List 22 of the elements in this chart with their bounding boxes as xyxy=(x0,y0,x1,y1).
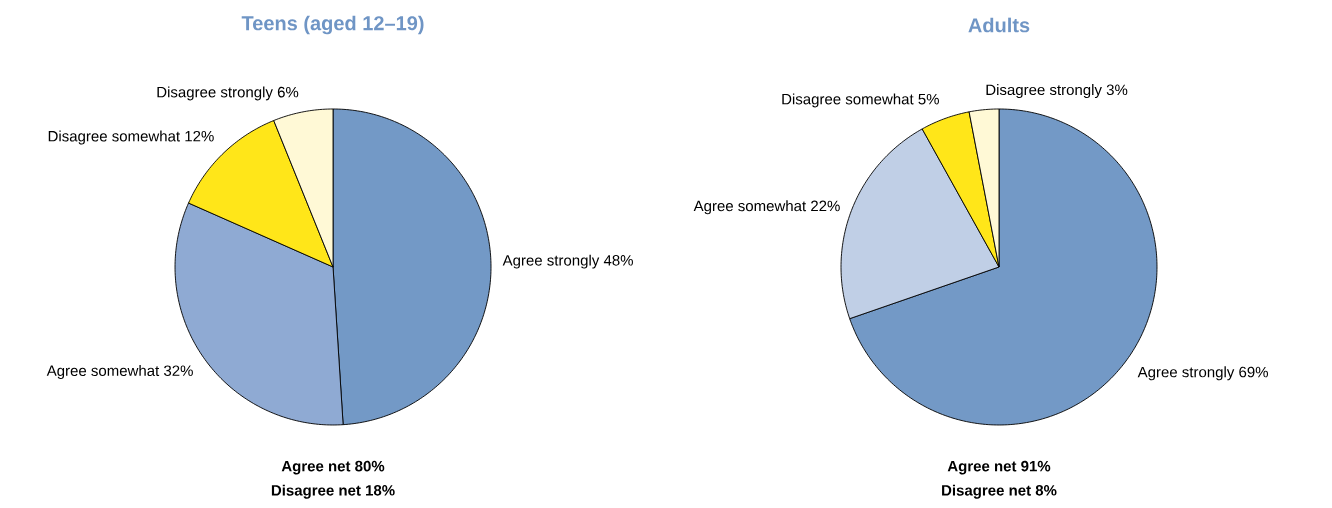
chart-title: Teens (aged 12–19) xyxy=(241,15,424,35)
text: Agree net 80% xyxy=(281,460,385,475)
slice-label: Disagree strongly xyxy=(157,86,273,101)
data-label: 69% xyxy=(1239,366,1268,378)
chart-title: Adults xyxy=(968,17,1030,33)
data-label: 22% xyxy=(811,200,840,212)
slice-label: Agree strongly xyxy=(502,254,600,269)
data-label: 3% xyxy=(1106,84,1128,96)
data-label: 6% xyxy=(277,86,299,98)
slice-label: Agree somewhat xyxy=(693,200,807,215)
slice-label: Agree strongly xyxy=(1137,366,1235,381)
slice-label: Disagree strongly xyxy=(986,84,1102,99)
data-label: 5% xyxy=(918,93,939,105)
data-label: 48% xyxy=(603,255,633,266)
slice-label: Disagree somewhat xyxy=(48,130,180,145)
slice-label: Agree somewhat xyxy=(46,365,160,379)
slice-label: Disagree somewhat xyxy=(782,93,914,108)
text: Disagree net 18% xyxy=(271,484,395,499)
data-label: 32% xyxy=(163,365,193,377)
data-label: 12% xyxy=(185,130,214,142)
text: Disagree net 8% xyxy=(942,484,1057,499)
text: Agree net 91% xyxy=(947,460,1051,475)
